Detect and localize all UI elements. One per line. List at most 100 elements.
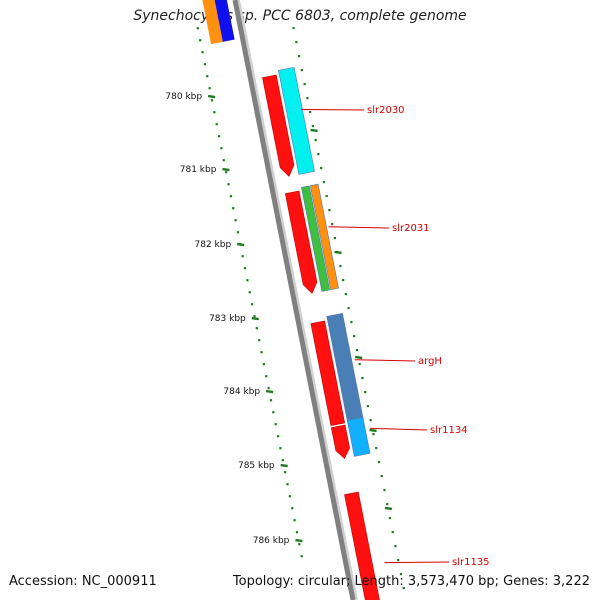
right-track-dot <box>295 40 298 44</box>
ruler-dot <box>241 255 244 258</box>
feature-argH-label: argH <box>418 356 442 367</box>
right-track-dot <box>369 418 372 422</box>
ruler-dot <box>217 135 221 138</box>
right-track-dot <box>331 222 334 226</box>
right-track-dot <box>394 544 397 548</box>
feature-slr1135-cds-arrow <box>344 491 380 600</box>
ruler-dot <box>295 531 299 534</box>
ruler-dot <box>279 447 282 450</box>
top-feature-block-2 <box>214 0 235 42</box>
ruler-dot <box>208 87 211 90</box>
ruler-dot <box>213 111 216 114</box>
ruler-dot <box>274 423 277 426</box>
ruler-dot <box>243 267 247 270</box>
right-track-dot <box>353 334 356 338</box>
right-track-dot <box>361 376 364 380</box>
genome-backbone <box>232 0 356 600</box>
right-track-dot <box>328 208 331 212</box>
feature-slr2030-annotation-bar-1 <box>278 66 315 175</box>
ruler-dot <box>291 507 294 510</box>
right-track-dot <box>303 82 306 86</box>
top-feature-block-1 <box>202 0 223 45</box>
feature-argH-leader-line <box>354 359 416 362</box>
ruler-dot <box>232 207 235 210</box>
ruler-tick-label: 781 kbp <box>180 165 217 175</box>
ruler-dot <box>210 99 214 102</box>
ruler-dot <box>253 315 256 318</box>
feature-slr1134-annotation-bar-1 <box>346 416 371 457</box>
right-track-dot <box>339 264 342 268</box>
ruler-tick-label: 780 kbp <box>165 92 202 102</box>
right-track-dot <box>388 516 392 520</box>
right-track-dot <box>397 558 400 562</box>
right-track-dot <box>322 180 325 184</box>
ruler-dot <box>258 339 261 342</box>
ruler-dot <box>276 435 280 438</box>
ruler-tick-label: 786 kbp <box>253 536 290 546</box>
ruler-dot <box>260 351 263 354</box>
right-track-dot <box>309 110 312 114</box>
right-track-dot <box>311 124 314 128</box>
feature-slr2030-label: slr2030 <box>367 105 405 116</box>
right-track-dot <box>364 390 367 394</box>
ruler-major-tick <box>222 167 230 172</box>
ruler-dot <box>293 519 296 522</box>
ruler-dot <box>227 183 230 186</box>
right-track-tick <box>355 355 363 360</box>
ruler-dot <box>206 75 209 78</box>
right-track-dot <box>347 306 350 310</box>
feature-argH-cds-arrow <box>310 320 346 427</box>
feature-slr2030-cds-arrow <box>262 74 295 177</box>
ruler-major-tick <box>207 94 216 99</box>
right-track-dot <box>325 194 328 198</box>
ruler-major-tick <box>237 242 245 247</box>
ruler-dot <box>229 195 232 198</box>
feature-slr2031-leader-line <box>328 226 390 229</box>
right-track-dot <box>391 530 394 534</box>
ruler-dot <box>286 483 289 486</box>
right-track-dot <box>372 432 375 436</box>
feature-slr1134-leader-line <box>370 427 428 431</box>
ruler-dot <box>267 387 270 390</box>
ruler-dot <box>281 459 284 462</box>
ruler-dot <box>234 219 237 222</box>
ruler-dot <box>265 375 268 378</box>
ruler-major-tick <box>280 463 288 468</box>
feature-slr2031-annotation-bar-2 <box>309 183 339 291</box>
ruler-dot <box>300 555 303 558</box>
ruler-dot <box>248 291 251 294</box>
right-track-dot <box>375 446 378 450</box>
right-track-dot <box>355 348 359 352</box>
ruler-dot <box>284 471 287 474</box>
right-track-dot <box>342 278 345 282</box>
right-track-dot <box>383 488 386 492</box>
right-track-dot <box>399 572 403 576</box>
ruler-dot <box>262 363 266 366</box>
right-track-dot <box>333 236 336 240</box>
right-track-dot <box>366 404 370 408</box>
ruler-major-tick <box>265 389 274 394</box>
right-track-dot <box>320 166 323 170</box>
ruler-tick-label: 784 kbp <box>223 387 260 397</box>
ruler-dot <box>255 327 258 330</box>
right-track-dot <box>402 586 405 590</box>
right-track-dot <box>386 502 389 506</box>
ruler-tick-label: 783 kbp <box>209 314 246 324</box>
ruler-dot <box>199 39 202 42</box>
feature-slr2031-label: slr2031 <box>392 223 430 234</box>
ruler-major-tick <box>295 538 303 543</box>
right-track-dot <box>377 460 381 464</box>
ruler-dot <box>269 399 273 402</box>
ruler-dot <box>251 303 254 306</box>
right-track-dot <box>292 26 295 30</box>
genome-stats-text: Topology: circular; Length: 3,573,470 bp… <box>232 574 590 589</box>
ruler-dot <box>288 495 291 498</box>
ruler-dot <box>246 279 249 282</box>
right-track-tick <box>369 428 377 433</box>
ruler-dot <box>298 543 301 546</box>
right-track-dot <box>350 320 353 324</box>
feature-slr1135-label: slr1135 <box>452 557 490 568</box>
right-track-dot <box>358 362 361 366</box>
ruler-dot <box>222 159 225 162</box>
